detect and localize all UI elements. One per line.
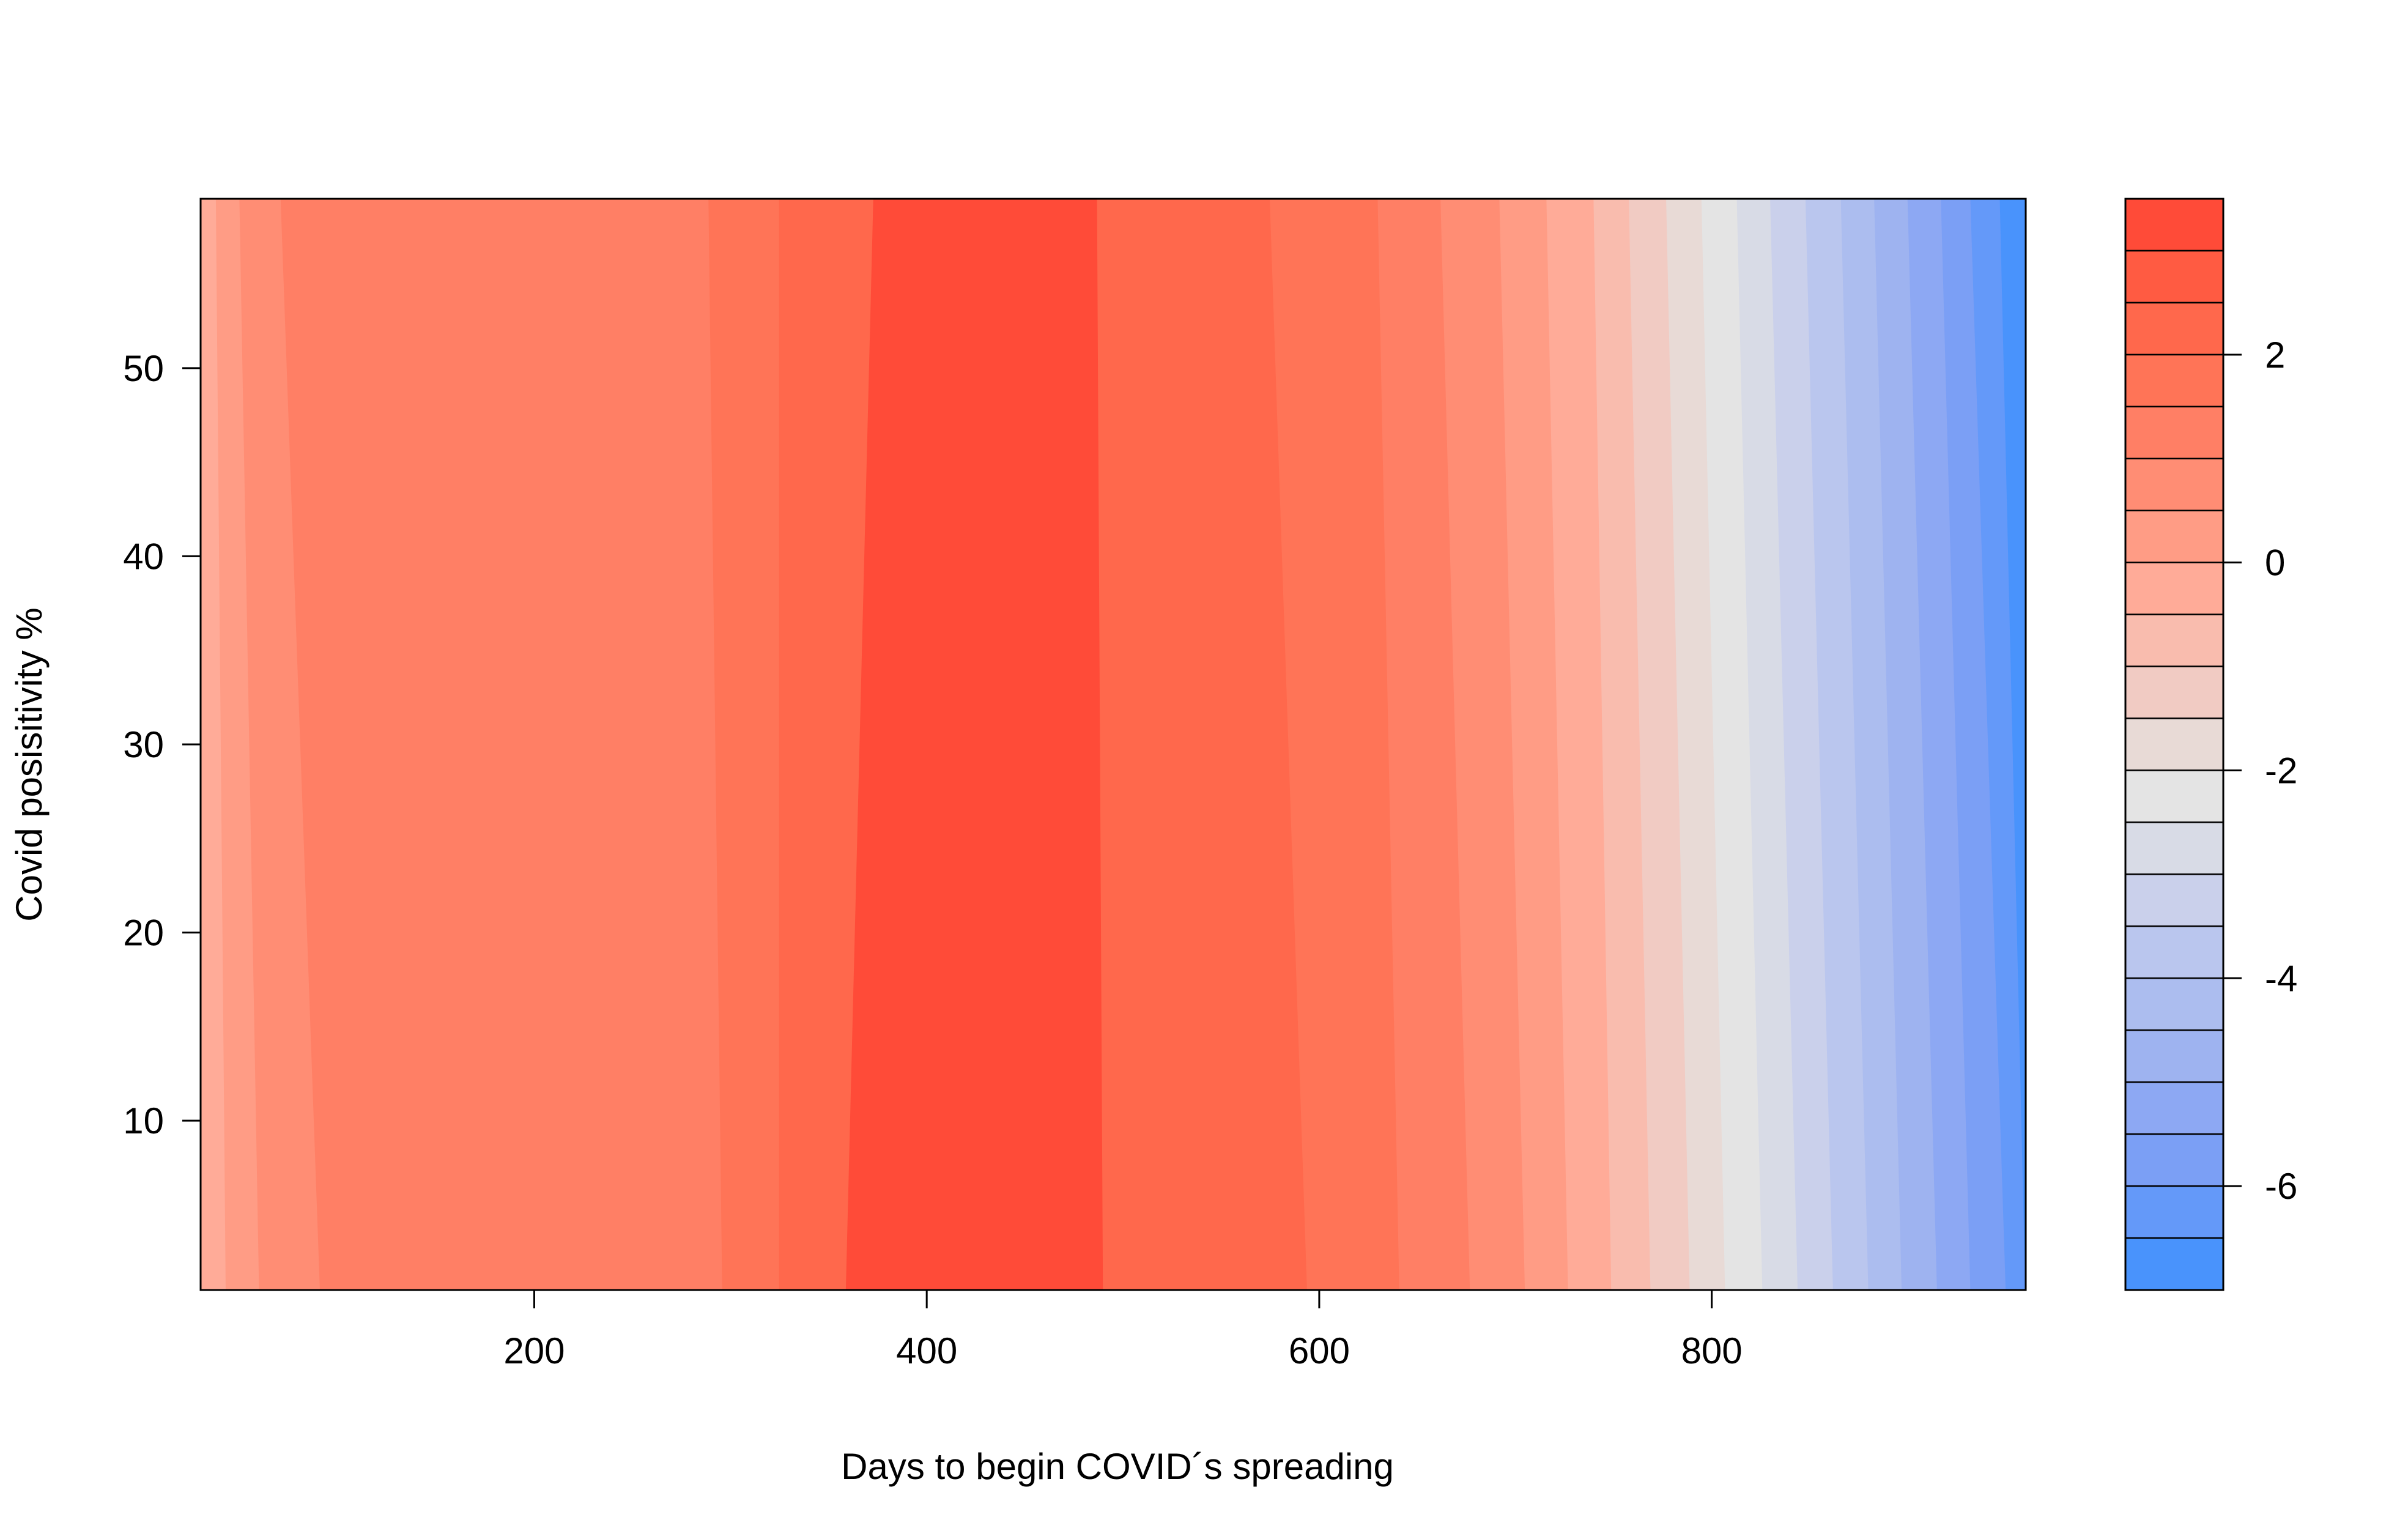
colorbar-swatch xyxy=(2124,1133,2225,1187)
colorbar-swatch xyxy=(2124,1237,2225,1291)
y-tick-label: 40 xyxy=(123,536,164,577)
x-tick-label: 800 xyxy=(1681,1330,1743,1371)
colorbar-tick-label: -2 xyxy=(2265,750,2297,791)
colorbar-tick-label: -4 xyxy=(2265,958,2297,999)
y-axis: 10 20 30 40 50 xyxy=(123,348,201,1141)
x-tick-label: 600 xyxy=(1289,1330,1350,1371)
colorbar-swatch xyxy=(2124,198,2225,252)
colorbar-swatch xyxy=(2124,665,2225,719)
contour-band xyxy=(280,198,724,1291)
y-tick-label: 50 xyxy=(123,348,164,389)
x-axis: 200 400 600 800 xyxy=(503,1290,1743,1371)
colorbar-swatch xyxy=(2124,769,2225,823)
colorbar-swatch xyxy=(2124,717,2225,771)
colorbar-swatch xyxy=(2124,250,2225,304)
colorbar-swatch xyxy=(2124,873,2225,927)
colorbar-tick-label: 0 xyxy=(2265,543,2285,584)
colorbar-swatch xyxy=(2124,510,2225,563)
y-tick-label: 30 xyxy=(123,724,164,765)
x-tick-label: 200 xyxy=(503,1330,565,1371)
colorbar-swatch xyxy=(2124,1081,2225,1135)
contour-band xyxy=(845,198,1104,1291)
colorbar-swatch xyxy=(2124,406,2225,460)
colorbar-swatch xyxy=(2124,1185,2225,1239)
colorbar-swatch xyxy=(2124,614,2225,667)
colorbar-swatch xyxy=(2124,925,2225,979)
colorbar-frame xyxy=(2124,198,2225,1291)
y-tick-label: 20 xyxy=(123,913,164,954)
plot-area xyxy=(199,198,2027,1291)
colorbar-swatch xyxy=(2124,458,2225,511)
colorbar-swatch xyxy=(2124,977,2225,1031)
colorbar-swatch xyxy=(2124,354,2225,408)
colorbar-swatch xyxy=(2124,562,2225,615)
y-axis-label: Covid posisitivity % xyxy=(9,607,50,922)
colorbar-swatch xyxy=(2124,1029,2225,1083)
colorbar-swatch xyxy=(2124,821,2225,875)
y-tick-label: 10 xyxy=(123,1100,164,1141)
colorbar: 2 0 -2 -4 -6 xyxy=(2124,198,2297,1291)
colorbar-swatch xyxy=(2124,302,2225,356)
colorbar-tick-label: -6 xyxy=(2265,1166,2297,1207)
x-axis-label: Days to begin COVID´s spreading xyxy=(841,1446,1394,1487)
colorbar-tick-label: 2 xyxy=(2265,335,2285,376)
x-tick-label: 400 xyxy=(896,1330,957,1371)
